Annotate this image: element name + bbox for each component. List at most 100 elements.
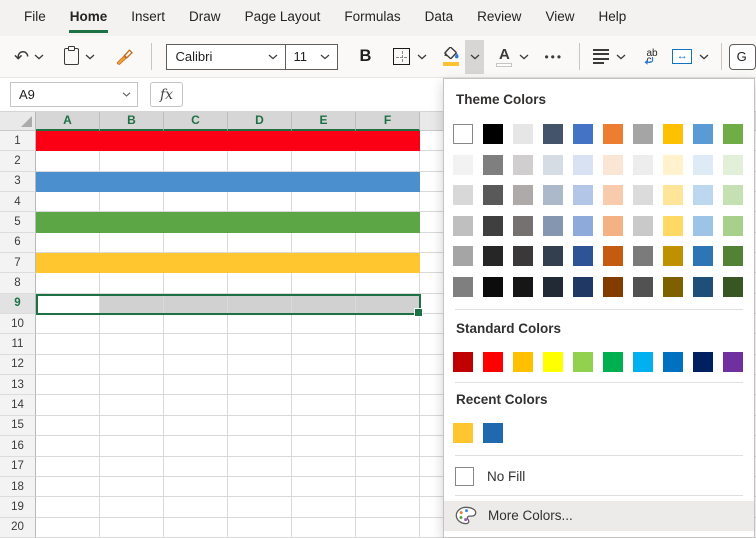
cell-C16[interactable] — [164, 436, 228, 457]
cell-D12[interactable] — [228, 354, 292, 376]
cell-D3[interactable] — [228, 172, 292, 192]
cell-F9[interactable] — [356, 293, 420, 315]
cell-D17[interactable] — [228, 456, 292, 477]
menu-tab-draw[interactable]: Draw — [189, 9, 221, 24]
cell-C17[interactable] — [164, 456, 228, 477]
cell-E7[interactable] — [292, 253, 356, 273]
cell-D7[interactable] — [228, 253, 292, 273]
no-fill-option[interactable]: No Fill — [444, 463, 754, 491]
cell-F18[interactable] — [356, 476, 420, 498]
theme-color-swatch[interactable] — [543, 185, 563, 205]
theme-color-swatch[interactable] — [513, 185, 533, 205]
cell-C13[interactable] — [164, 375, 228, 396]
cell-C18[interactable] — [164, 476, 228, 498]
row-header-7[interactable]: 7 — [0, 253, 36, 274]
theme-color-swatch[interactable] — [543, 246, 563, 266]
cell-F8[interactable] — [356, 273, 420, 294]
cell-E20[interactable] — [292, 517, 356, 538]
cell-B2[interactable] — [100, 151, 164, 172]
theme-color-swatch[interactable] — [603, 215, 623, 236]
cell-C10[interactable] — [164, 314, 228, 335]
theme-color-swatch[interactable] — [603, 185, 623, 205]
font-color-chevron[interactable] — [515, 40, 532, 74]
merge-chevron[interactable] — [699, 54, 709, 60]
cell-F12[interactable] — [356, 354, 420, 376]
column-header-b[interactable]: B — [100, 112, 164, 131]
standard-color-swatch[interactable] — [603, 351, 623, 372]
cell-A20[interactable] — [36, 517, 100, 538]
cell-F10[interactable] — [356, 314, 420, 335]
row-header-15[interactable]: 15 — [0, 415, 36, 437]
cell-F14[interactable] — [356, 395, 420, 416]
formula-input[interactable] — [194, 83, 438, 108]
menu-tab-home[interactable]: Home — [58, 0, 120, 36]
cell-D5[interactable] — [228, 212, 292, 232]
cell-E9[interactable] — [292, 293, 356, 315]
theme-color-swatch[interactable] — [573, 215, 593, 236]
cell-B19[interactable] — [100, 497, 164, 518]
cell-B10[interactable] — [100, 314, 164, 335]
standard-color-swatch[interactable] — [663, 351, 683, 372]
cell-A8[interactable] — [36, 273, 100, 294]
cell-C14[interactable] — [164, 395, 228, 416]
theme-color-swatch[interactable] — [723, 246, 743, 266]
insert-function-button[interactable]: fx — [150, 82, 183, 107]
menu-tab-help[interactable]: Help — [598, 9, 627, 24]
row-header-17[interactable]: 17 — [0, 456, 36, 477]
cell-B6[interactable] — [100, 232, 164, 254]
cell-E12[interactable] — [292, 354, 356, 376]
cell-D18[interactable] — [228, 476, 292, 498]
menu-tab-view[interactable]: View — [545, 9, 575, 24]
cell-D6[interactable] — [228, 232, 292, 254]
name-box-chevron[interactable] — [122, 92, 137, 97]
theme-color-swatch[interactable] — [573, 154, 593, 175]
theme-color-swatch[interactable] — [693, 276, 713, 297]
cell-F16[interactable] — [356, 436, 420, 457]
theme-color-swatch[interactable] — [663, 154, 683, 175]
cell-F2[interactable] — [356, 151, 420, 172]
cell-B9[interactable] — [100, 293, 164, 315]
cell-B14[interactable] — [100, 395, 164, 416]
row-header-9[interactable]: 9 — [0, 293, 36, 315]
cell-C8[interactable] — [164, 273, 228, 294]
theme-color-swatch[interactable] — [513, 124, 533, 144]
cell-B16[interactable] — [100, 436, 164, 457]
row-header-13[interactable]: 13 — [0, 375, 36, 396]
menu-tab-file[interactable]: File — [24, 9, 46, 24]
wrap-text-button[interactable]: ab c — [644, 48, 658, 66]
theme-color-swatch[interactable] — [663, 124, 683, 144]
cell-D9[interactable] — [228, 293, 292, 315]
theme-color-swatch[interactable] — [513, 246, 533, 266]
recent-color-swatch[interactable] — [453, 422, 473, 443]
font-size-select[interactable]: 11 — [293, 49, 308, 64]
cell-B15[interactable] — [100, 415, 164, 437]
row-header-3[interactable]: 3 — [0, 171, 36, 193]
theme-color-swatch[interactable] — [573, 246, 593, 266]
cell-D1[interactable] — [228, 131, 292, 151]
cell-C2[interactable] — [164, 151, 228, 172]
row-header-2[interactable]: 2 — [0, 151, 36, 172]
theme-color-swatch[interactable] — [723, 154, 743, 175]
cell-A10[interactable] — [36, 314, 100, 335]
column-header-a[interactable]: A — [36, 112, 100, 131]
cell-F19[interactable] — [356, 497, 420, 518]
cell-A13[interactable] — [36, 375, 100, 396]
font-size-chevron[interactable] — [320, 54, 337, 60]
cell-C4[interactable] — [164, 192, 228, 213]
borders-chevron[interactable] — [417, 54, 427, 60]
theme-color-swatch[interactable] — [663, 246, 683, 266]
cell-E14[interactable] — [292, 395, 356, 416]
menu-tab-review[interactable]: Review — [477, 9, 522, 24]
cell-E10[interactable] — [292, 314, 356, 335]
cell-E11[interactable] — [292, 334, 356, 355]
theme-color-swatch[interactable] — [573, 124, 593, 144]
cell-E16[interactable] — [292, 436, 356, 457]
cell-A16[interactable] — [36, 436, 100, 457]
cell-A6[interactable] — [36, 232, 100, 254]
theme-color-swatch[interactable] — [513, 154, 533, 175]
row-header-11[interactable]: 11 — [0, 334, 36, 355]
theme-color-swatch[interactable] — [633, 154, 653, 175]
cell-F20[interactable] — [356, 517, 420, 538]
cell-F13[interactable] — [356, 375, 420, 396]
standard-color-swatch[interactable] — [453, 351, 473, 372]
